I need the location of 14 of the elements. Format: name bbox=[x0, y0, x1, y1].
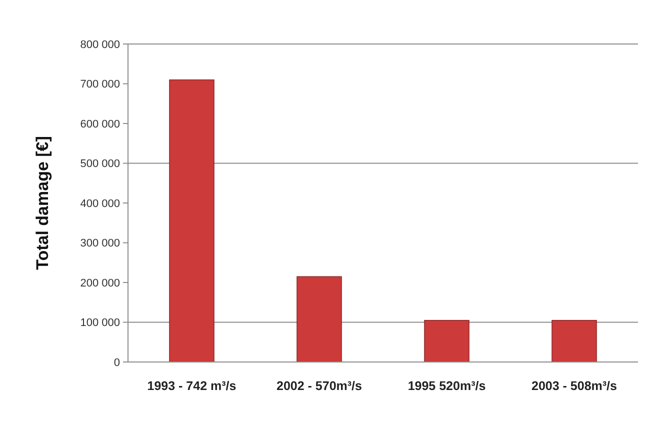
y-tick-label: 800 000 bbox=[80, 38, 120, 51]
y-tick-label: 300 000 bbox=[80, 238, 120, 250]
y-tick-label: 600 000 bbox=[80, 118, 120, 130]
x-tick-label: 1993 - 742 m³/s bbox=[147, 379, 236, 393]
x-tick-label: 2002 - 570m³/s bbox=[276, 379, 362, 393]
y-axis-title: Total damage [€] bbox=[33, 136, 52, 270]
x-tick-label: 2003 - 508m³/s bbox=[532, 379, 618, 393]
y-tick-label: 0 bbox=[114, 356, 120, 369]
x-tick-label: 1995 520m³/s bbox=[408, 379, 486, 393]
y-tick-label: 200 000 bbox=[80, 277, 120, 290]
y-tick-label: 100 000 bbox=[80, 317, 120, 330]
y-tick-label: 400 000 bbox=[80, 198, 120, 210]
y-tick-label: 700 000 bbox=[80, 78, 120, 91]
y-tick-label: 500 000 bbox=[80, 158, 120, 170]
